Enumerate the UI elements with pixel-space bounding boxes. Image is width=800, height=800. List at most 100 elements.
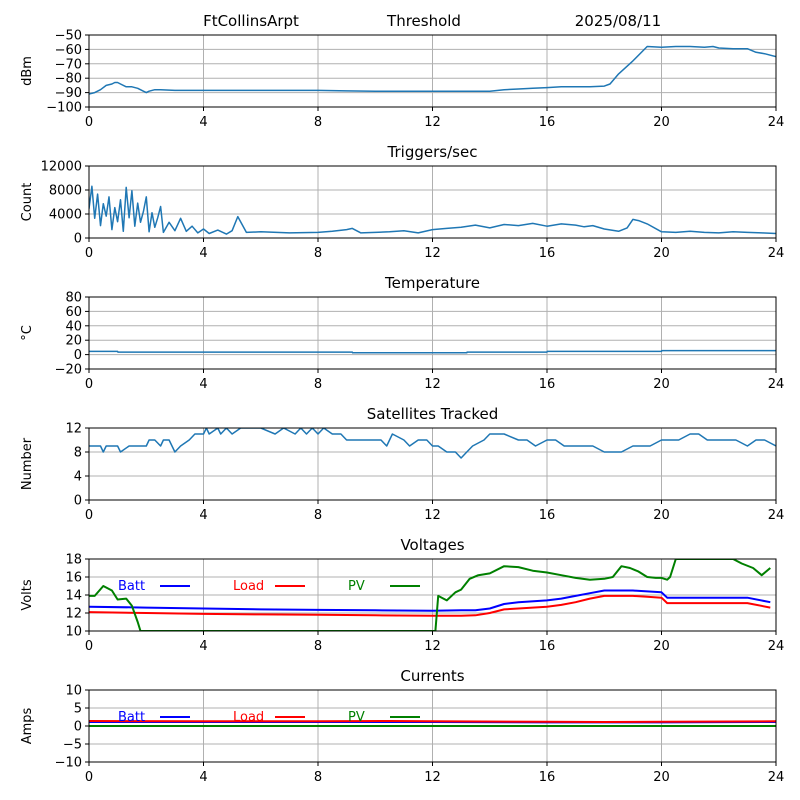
y-tick-label: 12000 — [41, 160, 82, 175]
x-tick-label: 8 — [314, 377, 322, 392]
y-tick-label: 0 — [74, 720, 82, 735]
chart-currents: 0 4 8 12 16 20 24 −10 −5 0 5 10 Currents Amps Batt Load… — [20, 667, 784, 785]
x-tick-label: 0 — [85, 639, 93, 654]
x-tick-label: 8 — [314, 639, 322, 654]
y-axis-label: Volts — [20, 579, 35, 611]
y-tick-label: 5 — [74, 702, 82, 717]
x-tick-label: 20 — [653, 770, 670, 785]
x-tick-label: 12 — [424, 246, 441, 261]
series-line — [89, 45, 776, 95]
y-axis-label: °C — [20, 325, 35, 341]
y-tick-label: 0 — [74, 494, 82, 509]
x-tick-label: 4 — [199, 639, 207, 654]
x-tick-label: 20 — [653, 115, 670, 130]
y-axis-label: dBm — [20, 56, 35, 86]
y-tick-label: −5 — [63, 738, 82, 753]
legend-label-load: Load — [233, 710, 264, 725]
series-line-pv — [89, 559, 771, 631]
y-tick-label: 4 — [74, 470, 82, 485]
y-tick-label: −50 — [55, 29, 82, 44]
x-tick-label: 0 — [85, 377, 93, 392]
x-tick-label: 16 — [539, 115, 556, 130]
chart-title: Temperature — [384, 274, 480, 292]
legend-label-batt: Batt — [118, 579, 145, 594]
y-tick-label: 8 — [74, 446, 82, 461]
y-tick-label: 0 — [74, 348, 82, 363]
y-tick-label: −60 — [55, 43, 82, 58]
x-tick-label: 0 — [85, 508, 93, 523]
x-tick-label: 4 — [199, 115, 207, 130]
series-line — [89, 185, 776, 235]
y-tick-label: 20 — [65, 334, 82, 349]
plot-frame — [88, 689, 777, 763]
x-tick-label: 20 — [653, 246, 670, 261]
legend-label-batt: Batt — [118, 710, 145, 725]
y-tick-label: 10 — [65, 625, 82, 640]
y-tick-label: 18 — [65, 553, 82, 568]
x-tick-label: 0 — [85, 770, 93, 785]
x-tick-label: 24 — [768, 770, 785, 785]
y-tick-label: 40 — [65, 319, 82, 334]
x-tick-label: 8 — [314, 770, 322, 785]
y-tick-label: 10 — [65, 684, 82, 699]
x-tick-label: 4 — [199, 246, 207, 261]
x-tick-label: 24 — [768, 508, 785, 523]
header-mode: Threshold — [386, 12, 461, 30]
y-tick-label: −80 — [55, 72, 82, 87]
chart-title: Voltages — [400, 536, 464, 554]
x-tick-label: 8 — [314, 508, 322, 523]
y-axis-label: Count — [20, 183, 35, 222]
x-tick-label: 4 — [199, 508, 207, 523]
x-tick-label: 24 — [768, 377, 785, 392]
x-tick-label: 4 — [199, 770, 207, 785]
chart-signal: 0 4 8 12 16 20 24 −100−90−80−70−60−50 dBm — [20, 29, 784, 131]
plot-frame — [88, 558, 777, 632]
chart-title: Satellites Tracked — [367, 405, 498, 423]
x-tick-label: 8 — [314, 115, 322, 130]
y-tick-label: −90 — [55, 86, 82, 101]
y-tick-label: 0 — [74, 232, 82, 247]
x-tick-label: 8 — [314, 246, 322, 261]
x-tick-label: 24 — [768, 246, 785, 261]
y-tick-label: 12 — [65, 422, 82, 437]
y-axis-label: Amps — [20, 707, 35, 744]
x-tick-label: 0 — [85, 246, 93, 261]
series-line-batt — [89, 589, 771, 612]
x-tick-label: 16 — [539, 639, 556, 654]
x-tick-label: 20 — [653, 639, 670, 654]
chart-title: Triggers/sec — [387, 143, 478, 161]
x-tick-label: 12 — [424, 770, 441, 785]
plot-frame — [88, 165, 777, 239]
x-tick-label: 16 — [539, 770, 556, 785]
y-tick-label: −10 — [55, 756, 82, 771]
x-tick-label: 12 — [424, 115, 441, 130]
chart-triggers: 0 4 8 12 16 20 24 0 4000 8000 12000 Triggers/sec Cou… — [20, 143, 784, 261]
y-tick-label: 12 — [65, 607, 82, 622]
y-tick-label: 4000 — [49, 208, 82, 223]
chart-title: Currents — [400, 667, 464, 685]
y-tick-label: −20 — [55, 363, 82, 378]
series-line — [89, 349, 776, 354]
y-axis-label: Number — [20, 437, 35, 490]
series-line-load — [89, 720, 776, 723]
legend-label-pv: PV — [348, 710, 365, 725]
y-tick-label: 60 — [65, 305, 82, 320]
x-tick-label: 0 — [85, 115, 93, 130]
y-tick-label: 8000 — [49, 184, 82, 199]
header-station: FtCollinsArpt — [203, 12, 299, 30]
x-tick-label: 12 — [424, 508, 441, 523]
x-tick-label: 12 — [424, 377, 441, 392]
y-tick-label: −70 — [55, 57, 82, 72]
x-tick-label: 24 — [768, 115, 785, 130]
plot-frame — [88, 427, 777, 501]
x-tick-label: 16 — [539, 246, 556, 261]
legend-label-load: Load — [233, 579, 264, 594]
x-tick-label: 12 — [424, 639, 441, 654]
x-tick-label: 4 — [199, 377, 207, 392]
y-tick-label: 14 — [65, 589, 82, 604]
series-line — [89, 428, 776, 459]
legend-label-pv: PV — [348, 579, 365, 594]
